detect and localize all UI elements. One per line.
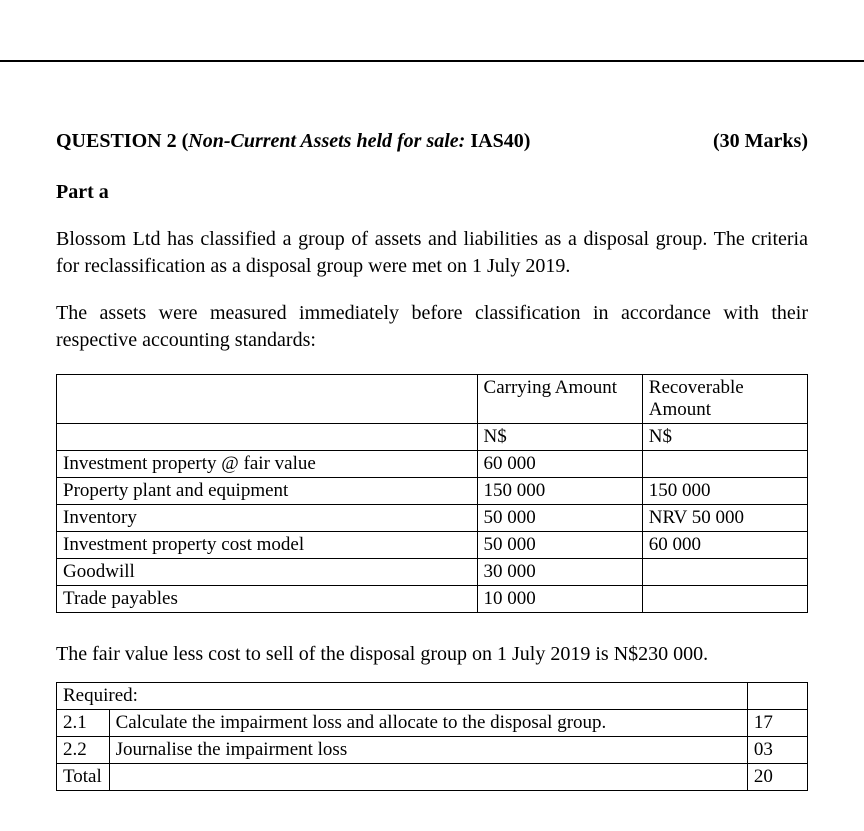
required-label: Required: [57,683,748,710]
cell-desc: Investment property @ fair value [57,451,478,478]
cell-desc: Property plant and equipment [57,478,478,505]
table-currency-row: N$ N$ [57,424,808,451]
open-paren: ( [177,130,189,152]
question-marks: (30 Marks) [713,130,808,153]
table-header-row: Carrying Amount Recoverable Amount [57,375,808,424]
table-row: Trade payables 10 000 [57,586,808,613]
header-carrying: Carrying Amount [477,375,642,424]
header-empty [57,375,478,424]
cell-carrying: 50 000 [477,505,642,532]
required-row: 2.1 Calculate the impairment loss and al… [57,710,808,737]
question-header: QUESTION 2 (Non-Current Assets held for … [56,130,808,153]
currency-carrying: N$ [477,424,642,451]
table-row: Property plant and equipment 150 000 150… [57,478,808,505]
cell-desc: Goodwill [57,559,478,586]
cell-desc: Inventory [57,505,478,532]
req-num: 2.1 [57,710,110,737]
paragraph-3: The fair value less cost to sell of the … [56,641,808,668]
cell-carrying: 150 000 [477,478,642,505]
cell-carrying: 50 000 [477,532,642,559]
req-marks: 17 [747,710,807,737]
close-paren: ) [524,130,531,152]
required-header-row: Required: [57,683,808,710]
req-marks: 03 [747,737,807,764]
cell-desc: Investment property cost model [57,532,478,559]
cell-recoverable [642,559,807,586]
question-number: QUESTION 2 [56,130,177,152]
required-table: Required: 2.1 Calculate the impairment l… [56,682,808,791]
part-label: Part a [56,181,808,204]
page: QUESTION 2 (Non-Current Assets held for … [0,60,864,795]
cell-recoverable: NRV 50 000 [642,505,807,532]
cell-desc: Trade payables [57,586,478,613]
content-area: QUESTION 2 (Non-Current Assets held for … [0,62,864,831]
req-text: Calculate the impairment loss and alloca… [109,710,747,737]
paragraph-2: The assets were measured immediately bef… [56,300,808,354]
req-num: 2.2 [57,737,110,764]
cell-carrying: 10 000 [477,586,642,613]
total-empty [109,764,747,791]
paragraph-1: Blossom Ltd has classified a group of as… [56,226,808,280]
table-row: Investment property @ fair value 60 000 [57,451,808,478]
required-total-row: Total 20 [57,764,808,791]
question-title: QUESTION 2 (Non-Current Assets held for … [56,130,530,153]
table-row: Investment property cost model 50 000 60… [57,532,808,559]
table-row: Inventory 50 000 NRV 50 000 [57,505,808,532]
total-marks: 20 [747,764,807,791]
required-row: 2.2 Journalise the impairment loss 03 [57,737,808,764]
header-recoverable: Recoverable Amount [642,375,807,424]
question-standard: IAS40 [470,130,523,152]
cell-recoverable [642,586,807,613]
cell-carrying: 30 000 [477,559,642,586]
total-label: Total [57,764,110,791]
cell-recoverable: 150 000 [642,478,807,505]
assets-table: Carrying Amount Recoverable Amount N$ N$… [56,374,808,613]
cell-recoverable [642,451,807,478]
cell-carrying: 60 000 [477,451,642,478]
cell-recoverable: 60 000 [642,532,807,559]
currency-recoverable: N$ [642,424,807,451]
table-row: Goodwill 30 000 [57,559,808,586]
required-marks-empty [747,683,807,710]
question-topic: Non-Current Assets held for sale: [188,130,470,152]
currency-empty [57,424,478,451]
req-text: Journalise the impairment loss [109,737,747,764]
